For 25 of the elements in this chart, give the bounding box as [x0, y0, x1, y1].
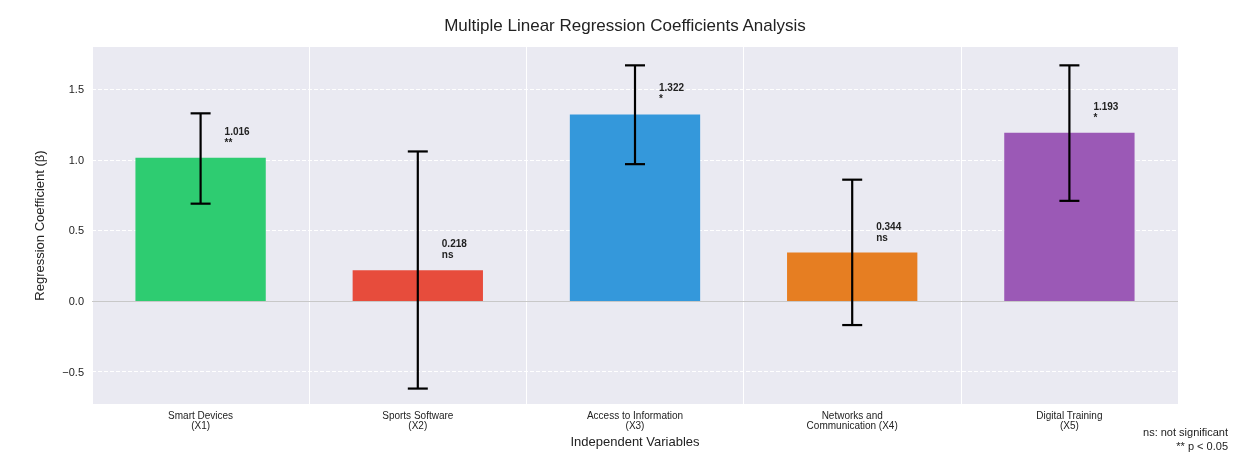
data-label: 0.344 ns	[876, 220, 902, 243]
data-label: 1.193 *	[1093, 100, 1119, 123]
text: ns: not significant	[1143, 425, 1229, 438]
text: ** p < 0.05	[1176, 439, 1229, 452]
y-axis-title: Regression Coefficient (β)	[32, 150, 47, 301]
y-tick-label: 1.5	[68, 83, 84, 96]
x-tick-label: Networks and Communication (X4)	[806, 409, 898, 431]
data-label: 0.218 ns	[441, 238, 468, 261]
x-axis-title: Independent Variables	[570, 434, 701, 449]
bar	[569, 114, 701, 302]
chart-title: Multiple Linear Regression Coefficients Analysis	[444, 16, 806, 35]
bar	[352, 270, 483, 302]
bar	[1004, 132, 1135, 302]
y-tick-label: 1.0	[68, 153, 84, 166]
x-tick-label: Sports Software (X2)	[382, 409, 454, 431]
bar	[787, 252, 918, 302]
data-label: 1.016 **	[224, 125, 251, 148]
y-tick-label: −0.5	[62, 365, 84, 378]
y-tick-label: 0.5	[68, 224, 84, 237]
bar	[135, 157, 266, 302]
x-tick-label: Smart Devices (X1)	[168, 409, 234, 431]
x-tick-label: Access to Information (X3)	[586, 409, 684, 431]
x-tick-label: Digital Training (X5)	[1036, 409, 1103, 431]
data-label: 1.322 *	[659, 82, 685, 105]
y-tick-label: 0.0	[68, 295, 84, 308]
